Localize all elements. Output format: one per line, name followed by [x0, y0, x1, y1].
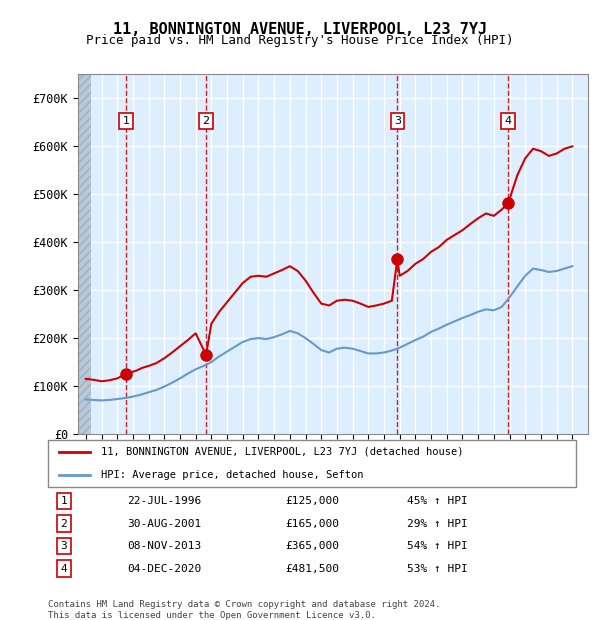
FancyBboxPatch shape	[48, 440, 576, 487]
Text: 2: 2	[202, 116, 209, 126]
Text: 4: 4	[505, 116, 512, 126]
Bar	[78, 74, 91, 434]
Text: 08-NOV-2013: 08-NOV-2013	[127, 541, 202, 551]
Text: 11, BONNINGTON AVENUE, LIVERPOOL, L23 7YJ (detached house): 11, BONNINGTON AVENUE, LIVERPOOL, L23 7Y…	[101, 447, 463, 457]
Text: 30-AUG-2001: 30-AUG-2001	[127, 518, 202, 529]
Text: 54% ↑ HPI: 54% ↑ HPI	[407, 541, 468, 551]
Text: 29% ↑ HPI: 29% ↑ HPI	[407, 518, 468, 529]
Text: 2: 2	[61, 518, 67, 529]
Text: 53% ↑ HPI: 53% ↑ HPI	[407, 564, 468, 574]
Text: 3: 3	[61, 541, 67, 551]
Text: 1: 1	[61, 496, 67, 506]
Text: 11, BONNINGTON AVENUE, LIVERPOOL, L23 7YJ: 11, BONNINGTON AVENUE, LIVERPOOL, L23 7Y…	[113, 22, 487, 37]
Text: £365,000: £365,000	[286, 541, 340, 551]
Text: £165,000: £165,000	[286, 518, 340, 529]
Text: 04-DEC-2020: 04-DEC-2020	[127, 564, 202, 574]
Text: Contains HM Land Registry data © Crown copyright and database right 2024.
This d: Contains HM Land Registry data © Crown c…	[48, 600, 440, 619]
Text: 22-JUL-1996: 22-JUL-1996	[127, 496, 202, 506]
Text: 1: 1	[122, 116, 130, 126]
Text: 4: 4	[61, 564, 67, 574]
Text: 3: 3	[394, 116, 401, 126]
Text: £125,000: £125,000	[286, 496, 340, 506]
Text: 45% ↑ HPI: 45% ↑ HPI	[407, 496, 468, 506]
Text: £481,500: £481,500	[286, 564, 340, 574]
Text: Price paid vs. HM Land Registry's House Price Index (HPI): Price paid vs. HM Land Registry's House …	[86, 34, 514, 47]
Text: HPI: Average price, detached house, Sefton: HPI: Average price, detached house, Seft…	[101, 470, 364, 480]
